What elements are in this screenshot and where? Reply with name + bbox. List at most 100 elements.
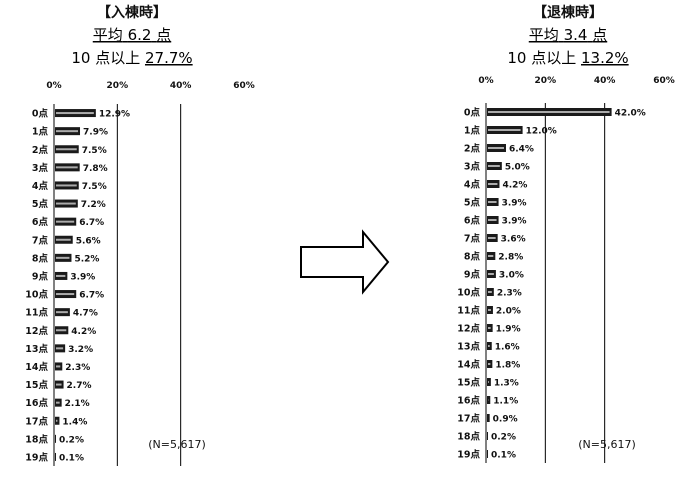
left-data-label: 7.5% [82, 182, 107, 192]
left-category-label: 13点 [25, 343, 48, 355]
left-bar-highlight [56, 257, 69, 259]
right-category-label: 8点 [464, 251, 481, 263]
right-data-label: 3.9% [502, 199, 527, 209]
left-bar-highlight [56, 130, 78, 132]
left-bar-highlight [56, 221, 74, 223]
right-bar-highlight [488, 201, 497, 203]
right-category-label: 11点 [457, 305, 480, 317]
left-category-label: 19点 [25, 451, 48, 463]
left-data-label: 3.9% [70, 272, 95, 282]
right-average-unit: 点 [592, 26, 607, 44]
right-data-label: 0.2% [491, 433, 516, 443]
right-category-label: 15点 [457, 377, 480, 389]
left-data-label: 12.9% [99, 110, 130, 120]
left-category-label: 6点 [32, 216, 49, 228]
right-category-label: 14点 [457, 359, 480, 371]
left-ten-plus-label: 10 点以上 [71, 49, 140, 67]
right-data-label: 0.1% [491, 451, 516, 461]
right-data-label: 3.6% [501, 235, 526, 245]
left-bar-highlight [56, 311, 68, 313]
right-xtick-label: 20% [535, 76, 557, 86]
left-data-label: 0.1% [59, 453, 84, 463]
left-data-label: 7.9% [83, 128, 108, 138]
left-chart-title: 【入棟時】 [97, 4, 167, 21]
right-bar-highlight [488, 183, 497, 185]
left-data-label: 7.5% [82, 146, 107, 156]
right-bar [487, 414, 490, 422]
right-data-label: 1.3% [494, 379, 519, 389]
left-category-label: 1点 [32, 126, 49, 138]
left-xtick-label: 40% [170, 81, 192, 91]
right-bar-highlight [488, 345, 490, 347]
right-data-label: 1.9% [496, 325, 521, 335]
left-category-label: 15点 [25, 379, 48, 391]
left-bar [55, 453, 56, 461]
right-data-label: 4.2% [502, 181, 527, 191]
right-data-label: 3.0% [499, 271, 524, 281]
left-data-label: 5.2% [74, 254, 99, 264]
right-bar-highlight [488, 309, 491, 311]
left-category-label: 10点 [25, 289, 48, 301]
right-bar-highlight [488, 147, 504, 149]
left-data-label: 4.2% [71, 327, 96, 337]
right-category-label: 19点 [457, 449, 480, 461]
right-bar-highlight [488, 291, 492, 293]
left-data-label: 0.2% [59, 435, 84, 445]
left-xtick-label: 60% [233, 81, 255, 91]
left-category-label: 18点 [25, 433, 48, 445]
left-average-value: 6.2 [128, 26, 152, 44]
right-chart-ten-plus: 10 点以上 13.2% [507, 49, 628, 67]
right-xtick-label: 60% [653, 76, 675, 86]
right-chart-average: 平均 3.4 点 [529, 26, 607, 44]
right-data-label: 2.8% [498, 253, 523, 263]
right-bar-highlight [488, 165, 500, 167]
right-data-label: 42.0% [615, 109, 646, 119]
right-bar-highlight [488, 381, 489, 383]
right-data-label: 0.9% [493, 415, 518, 425]
left-bar-highlight [56, 402, 60, 404]
right-average-label: 平均 [529, 26, 559, 44]
right-xtick-label: 40% [594, 76, 616, 86]
right-category-label: 0点 [464, 107, 481, 119]
left-category-label: 0点 [32, 108, 49, 120]
right-data-label: 6.4% [509, 145, 534, 155]
right-category-label: 3点 [464, 161, 481, 173]
right-category-label: 2点 [464, 143, 481, 155]
right-category-label: 18点 [457, 431, 480, 443]
right-data-label: 1.1% [493, 397, 518, 407]
left-bar-highlight [56, 329, 66, 331]
left-category-label: 17点 [25, 415, 48, 427]
right-bar [487, 396, 490, 404]
right-arrow-icon [301, 232, 388, 292]
right-bar [487, 432, 488, 440]
left-average-label: 平均 [93, 26, 123, 44]
left-xtick-label: 0% [46, 81, 61, 91]
left-data-label: 2.1% [65, 399, 90, 409]
right-chart: 0%20%40%60%42.0%0点12.0%1点6.4%2点5.0%3点4.2… [457, 76, 675, 463]
left-bar-highlight [56, 166, 78, 168]
right-bar-highlight [488, 363, 490, 365]
right-bar-highlight [488, 273, 494, 275]
right-data-label: 12.0% [526, 127, 557, 137]
right-category-label: 12点 [457, 323, 480, 335]
right-category-label: 6点 [464, 215, 481, 227]
right-bar-highlight [488, 111, 610, 113]
left-data-label: 4.7% [73, 309, 98, 319]
left-bar-highlight [56, 112, 94, 114]
right-category-label: 1点 [464, 125, 481, 137]
right-category-label: 16点 [457, 395, 480, 407]
left-bar-highlight [56, 384, 62, 386]
right-bar-highlight [488, 129, 521, 131]
right-bar-highlight [488, 255, 493, 257]
left-data-label: 6.7% [79, 218, 104, 228]
left-bar-highlight [56, 275, 65, 277]
right-category-label: 17点 [457, 413, 480, 425]
left-chart: 0%20%40%60%12.9%0点7.9%1点7.5%2点7.8%3点7.5%… [25, 81, 255, 466]
left-category-label: 16点 [25, 397, 48, 409]
left-category-label: 14点 [25, 361, 48, 373]
right-chart-title: 【退棟時】 [533, 4, 603, 21]
right-category-label: 9点 [464, 269, 481, 281]
left-category-label: 3点 [32, 162, 49, 174]
right-data-label: 2.3% [497, 289, 522, 299]
right-data-label: 1.6% [495, 343, 520, 353]
